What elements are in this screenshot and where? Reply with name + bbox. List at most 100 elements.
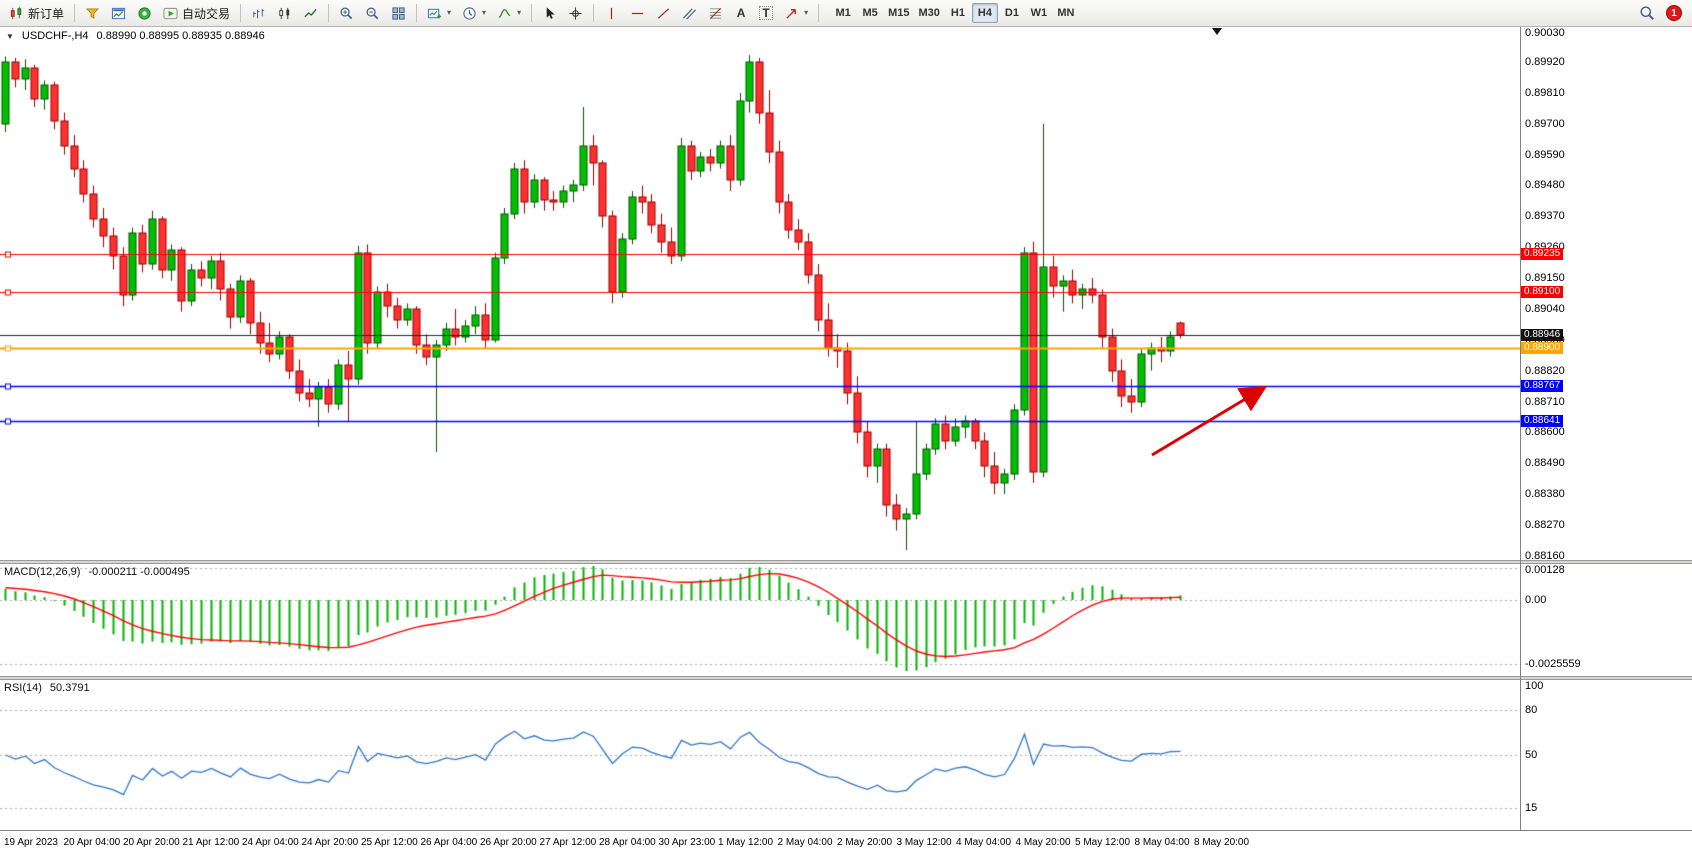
price-axis-label: 0.88490 bbox=[1525, 457, 1565, 470]
autotrading-label: 自动交易 bbox=[182, 6, 231, 21]
tf-button-mn[interactable]: MN bbox=[1053, 3, 1079, 23]
horizontal-line-icon bbox=[631, 12, 644, 14]
time-axis-label: 21 Apr 12:00 bbox=[182, 837, 240, 848]
metaeditor-button[interactable] bbox=[80, 2, 105, 24]
bar-chart-icon bbox=[253, 8, 265, 18]
price-axis-label: 0.89040 bbox=[1525, 302, 1565, 315]
rsi-canvas[interactable] bbox=[0, 680, 1520, 830]
zoom-in-button[interactable] bbox=[334, 2, 359, 24]
indicators-button[interactable]: ▾ bbox=[492, 2, 526, 24]
chart-title: USDCHF-,H4 bbox=[21, 30, 89, 42]
crosshair-button[interactable] bbox=[563, 2, 588, 24]
toolbar-separator bbox=[328, 4, 330, 22]
time-axis-label: 24 Apr 20:00 bbox=[301, 837, 359, 848]
channel-button[interactable] bbox=[677, 2, 702, 24]
time-axis-label: 1 May 12:00 bbox=[718, 837, 774, 848]
trendline-button[interactable] bbox=[651, 2, 676, 24]
arrows-icon bbox=[786, 8, 797, 19]
price-axis-label: 0.88270 bbox=[1525, 518, 1565, 531]
new-order-label: 新订单 bbox=[28, 6, 65, 21]
zoom-out-button[interactable] bbox=[360, 2, 385, 24]
price-axis-label: 0.89590 bbox=[1525, 148, 1565, 161]
price-axis-label: 0.89810 bbox=[1525, 86, 1565, 99]
new-order-icon bbox=[10, 6, 22, 19]
cursor-button[interactable] bbox=[537, 2, 562, 24]
vertical-line-icon bbox=[610, 7, 613, 19]
charts-window-button[interactable] bbox=[106, 2, 131, 24]
line-chart-button[interactable] bbox=[298, 2, 323, 24]
new-chart-button[interactable]: ▾ bbox=[422, 2, 456, 24]
time-axis-label: 27 Apr 12:00 bbox=[539, 837, 597, 848]
tf-button-m30[interactable]: M30 bbox=[915, 3, 944, 23]
notification-badge[interactable]: 1 bbox=[1666, 5, 1682, 21]
time-axis-label: 19 Apr 2023 bbox=[4, 837, 58, 848]
price-axis-label: 0.88160 bbox=[1525, 549, 1565, 562]
periods-button[interactable]: ▾ bbox=[457, 2, 491, 24]
price-level-badge: 0.89100 bbox=[1521, 286, 1564, 299]
new-order-button[interactable]: 新订单 bbox=[4, 2, 69, 24]
chevron-down-icon: ▾ bbox=[482, 8, 487, 17]
crosshair-icon bbox=[569, 6, 582, 20]
price-axis-label: 0.88710 bbox=[1525, 395, 1565, 408]
bid-price-badge: 0.88946 bbox=[1521, 329, 1564, 342]
horizontal-line-button[interactable] bbox=[625, 2, 650, 24]
channel-icon bbox=[683, 7, 697, 20]
fibonacci-button[interactable] bbox=[703, 2, 728, 24]
tf-button-h4[interactable]: H4 bbox=[971, 3, 998, 23]
main-toolbar: 新订单 自动交易 bbox=[0, 0, 1692, 27]
chart-marker-icon bbox=[1212, 28, 1222, 35]
text-button[interactable]: A bbox=[729, 2, 753, 24]
pane-divider[interactable] bbox=[0, 560, 1692, 564]
alerts-button[interactable] bbox=[132, 2, 157, 24]
rsi-axis-label: 15 bbox=[1525, 801, 1538, 814]
trendline-icon bbox=[658, 7, 670, 19]
tile-windows-button[interactable] bbox=[386, 2, 411, 24]
price-axis-label: 0.89150 bbox=[1525, 272, 1565, 285]
time-axis[interactable]: 19 Apr 2023 20 Apr 04:00 20 Apr 20:00 21 Ap… bbox=[0, 830, 1692, 856]
time-axis-label: 2 May 04:00 bbox=[777, 837, 833, 848]
price-axis-label: 0.89480 bbox=[1525, 179, 1565, 192]
charts-window-icon bbox=[111, 7, 126, 19]
search-button[interactable] bbox=[1634, 2, 1660, 24]
tf-button-m15[interactable]: M15 bbox=[884, 3, 913, 23]
macd-label: MACD(12,26,9) -0.000211 -0.000495 bbox=[4, 566, 190, 578]
new-chart-icon bbox=[427, 8, 442, 18]
text-label-button[interactable]: T bbox=[754, 2, 778, 24]
time-axis-label: 26 Apr 20:00 bbox=[480, 837, 537, 848]
price-axis-label: 0.89370 bbox=[1525, 210, 1565, 223]
chevron-down-icon: ▾ bbox=[804, 8, 809, 17]
arrows-button[interactable]: ▾ bbox=[779, 2, 813, 24]
rsi-label: RSI(14) 50.3791 bbox=[4, 682, 90, 694]
pane-divider[interactable] bbox=[0, 676, 1692, 680]
price-axis[interactable]: 0.90030 0.89920 0.89810 0.89700 0.89590 0.894… bbox=[1520, 27, 1692, 562]
rsi-axis-label: 50 bbox=[1525, 749, 1538, 761]
tf-button-h1[interactable]: H1 bbox=[945, 3, 971, 23]
vertical-line-button[interactable] bbox=[599, 2, 624, 24]
price-axis-label: 0.90030 bbox=[1525, 27, 1565, 39]
cursor-icon bbox=[546, 6, 555, 19]
time-axis-label: 28 Apr 04:00 bbox=[599, 837, 656, 848]
macd-pane: MACD(12,26,9) -0.000211 -0.000495 bbox=[0, 564, 1692, 676]
macd-canvas[interactable] bbox=[0, 564, 1520, 676]
autotrading-button[interactable]: 自动交易 bbox=[158, 2, 235, 24]
time-axis-label: 5 May 12:00 bbox=[1075, 837, 1131, 848]
tf-button-m1[interactable]: M1 bbox=[830, 3, 856, 23]
tf-button-m5[interactable]: M5 bbox=[857, 3, 883, 23]
macd-name: MACD(12,26,9) bbox=[4, 566, 81, 578]
price-chart-canvas[interactable] bbox=[0, 27, 1520, 560]
chevron-down-icon: ▾ bbox=[447, 8, 452, 17]
symbol-dropdown-icon[interactable]: ▼ bbox=[6, 31, 14, 41]
text-label-icon: T bbox=[759, 6, 773, 20]
macd-axis[interactable]: 0.00128 0.00 -0.0025559 bbox=[1520, 564, 1692, 676]
time-axis-label: 2 May 20:00 bbox=[837, 837, 893, 848]
macd-values: -0.000211 -0.000495 bbox=[88, 566, 190, 578]
rsi-pane: RSI(14) 50.3791 bbox=[0, 680, 1692, 830]
search-icon bbox=[1640, 6, 1654, 20]
metaeditor-icon bbox=[86, 7, 99, 19]
rsi-axis[interactable]: 100 80 50 15 bbox=[1520, 680, 1692, 830]
tf-button-w1[interactable]: W1 bbox=[1026, 3, 1052, 23]
candle-chart-button[interactable] bbox=[272, 2, 297, 24]
bar-chart-button[interactable] bbox=[246, 2, 271, 24]
tf-button-d1[interactable]: D1 bbox=[999, 3, 1025, 23]
price-level-badge: 0.89235 bbox=[1521, 248, 1564, 261]
